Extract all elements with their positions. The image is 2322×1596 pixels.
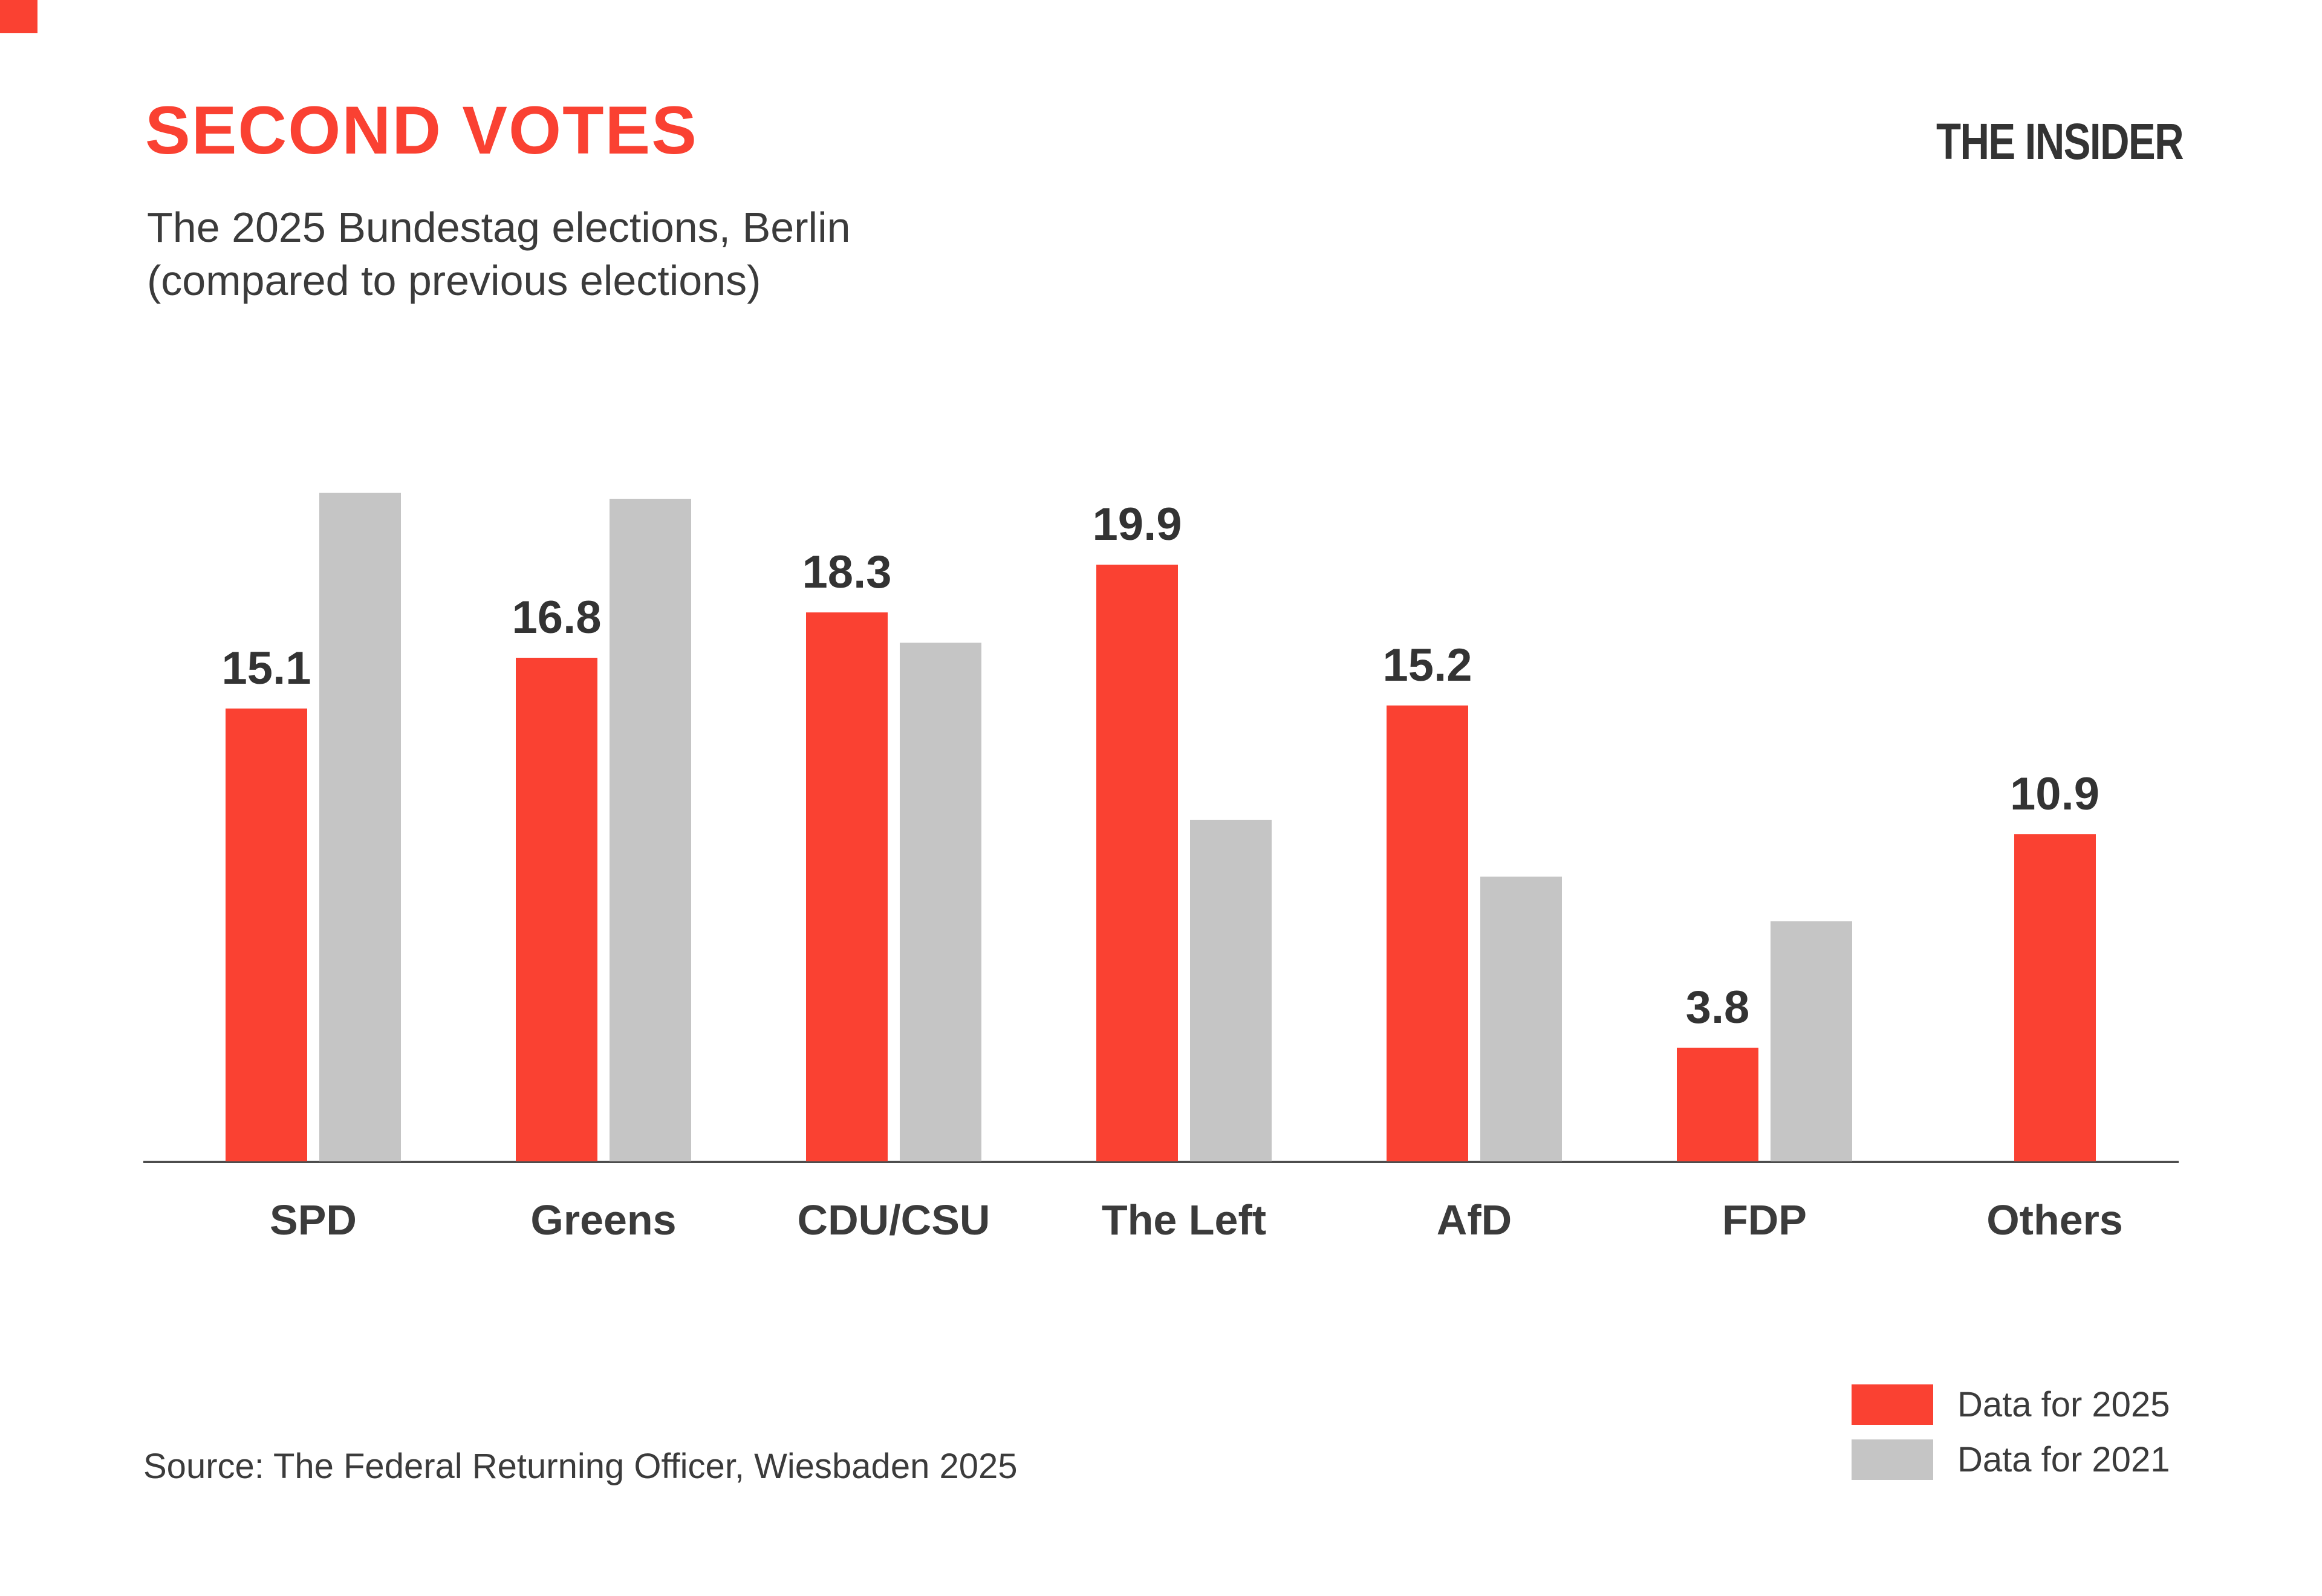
bar-2021-greens (610, 499, 691, 1161)
bar-2025-greens (516, 658, 597, 1161)
chart-legend: Data for 2025 Data for 2021 (1852, 1384, 2190, 1523)
category-label-the-left: The Left (1101, 1196, 1267, 1244)
page-subtitle-line1: The 2025 Bundestag elections, Berlin (147, 204, 851, 251)
bar-2021-the-left (1190, 820, 1272, 1161)
page-title: SECOND VOTES (145, 92, 698, 168)
legend-label-2025: Data for 2025 (1957, 1385, 2170, 1424)
page-subtitle-line2: (compared to previous elections) (147, 257, 761, 304)
bar-2025-the-left (1096, 565, 1178, 1161)
category-label-others: Others (1986, 1196, 2123, 1244)
bar-2021-cdu-csu (900, 643, 981, 1161)
bar-2021-afd (1480, 877, 1562, 1161)
bar-2025-afd (1387, 706, 1468, 1161)
value-label-the-left: 19.9 (1092, 499, 1182, 550)
category-label-spd: SPD (270, 1196, 357, 1244)
page-subtitle: The 2025 Bundestag elections, Berlin (co… (147, 201, 851, 307)
x-axis-line (143, 1161, 2179, 1163)
bar-2025-fdp (1677, 1048, 1758, 1161)
value-label-fdp: 3.8 (1685, 982, 1750, 1033)
legend-label-2021: Data for 2021 (1957, 1440, 2170, 1479)
source-note: Source: The Federal Returning Officer, W… (143, 1447, 1018, 1486)
value-label-spd: 15.1 (221, 643, 311, 694)
category-label-afd: AfD (1436, 1196, 1512, 1244)
bar-2021-spd (319, 493, 401, 1161)
value-label-others: 10.9 (2010, 768, 2099, 820)
value-label-cdu-csu: 18.3 (802, 547, 892, 598)
legend-swatch-2025 (1852, 1384, 1933, 1425)
brand-logo: THE INSIDER (1936, 113, 2184, 170)
brand-corner-mark (0, 0, 37, 33)
value-label-afd: 15.2 (1382, 640, 1472, 691)
bar-2025-spd (226, 709, 307, 1161)
bar-2025-cdu-csu (806, 612, 888, 1161)
bar-2021-fdp (1771, 921, 1852, 1161)
category-label-cdu-csu: CDU/CSU (797, 1196, 990, 1244)
bar-2025-others (2014, 834, 2096, 1161)
value-label-greens: 16.8 (512, 592, 602, 643)
legend-swatch-2021 (1852, 1439, 1933, 1480)
category-label-greens: Greens (530, 1196, 677, 1244)
category-label-fdp: FDP (1722, 1196, 1807, 1244)
